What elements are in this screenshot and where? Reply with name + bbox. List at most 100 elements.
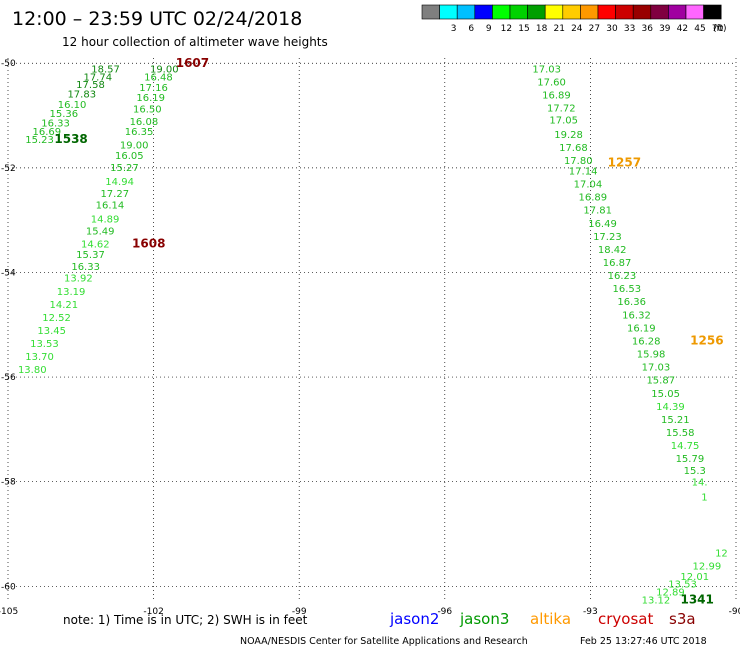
pass-time-label: 1538 bbox=[54, 132, 87, 146]
swh-value-label: 15.05 bbox=[651, 389, 680, 400]
swh-value-label: 15.21 bbox=[661, 415, 690, 426]
colorbar-tick-label: 45 bbox=[694, 24, 705, 34]
swh-value-label: 14.94 bbox=[105, 177, 134, 188]
colorbar-bin bbox=[544, 4, 564, 20]
swh-value-label: 15.98 bbox=[637, 350, 666, 361]
colorbar-bin bbox=[703, 4, 722, 20]
swh-value-label: 14.21 bbox=[49, 300, 78, 311]
swh-value-label: 17.80 bbox=[564, 156, 593, 167]
swh-value-label: 17.27 bbox=[100, 189, 129, 200]
axis-tick-labels: -105 -102 -99 -96 -93 -90 -50 -52 -54 -56 -58 -60 bbox=[0, 59, 740, 617]
colorbar-bin bbox=[421, 4, 440, 20]
swh-value-label: 16.23 bbox=[608, 271, 637, 282]
colorbar-tick-label: 42 bbox=[677, 24, 688, 34]
swh-observations: 18.5717.7417.5817.8316.1015.3616.3316.69… bbox=[18, 64, 728, 606]
swh-value-label: 16.32 bbox=[622, 310, 651, 321]
colorbar-bin bbox=[492, 4, 511, 20]
legend-altika: altika bbox=[530, 610, 571, 628]
swh-value-label: 17.72 bbox=[547, 104, 576, 115]
swh-value-label: 14.75 bbox=[671, 441, 700, 452]
swh-value-label: 15.37 bbox=[76, 250, 105, 261]
swh-value-label: 19.00 bbox=[150, 64, 179, 75]
colorbar-bin bbox=[509, 4, 528, 20]
swh-value-label: 13.92 bbox=[64, 274, 93, 285]
colorbar-tick-label: 70 bbox=[712, 24, 724, 34]
swh-value-label: 12.52 bbox=[42, 313, 71, 324]
swh-value-label: 17.60 bbox=[537, 78, 566, 89]
colorbar-unit-label: (ft) bbox=[713, 24, 727, 34]
swh-value-label: 18.42 bbox=[598, 245, 627, 256]
y-tick-label: -52 bbox=[1, 164, 16, 174]
swh-value-label: 17.68 bbox=[559, 143, 588, 154]
swh-value-label: 14.62 bbox=[81, 240, 110, 251]
pass-time-label: 1257 bbox=[608, 156, 641, 170]
swh-value-label: 14.89 bbox=[91, 215, 120, 226]
colorbar-tick-label: 27 bbox=[589, 24, 600, 34]
colorbar-tick-label: 18 bbox=[536, 24, 548, 34]
swh-value-label: 17.03 bbox=[532, 64, 561, 75]
pass-time-label: 1608 bbox=[132, 237, 165, 251]
swh-value-label: 15.3 bbox=[684, 466, 706, 477]
swh-value-label: 15.27 bbox=[110, 163, 139, 174]
swh-value-label: 19.28 bbox=[554, 130, 583, 141]
swh-value-label: 15.36 bbox=[49, 109, 78, 120]
swh-value-label: 13.80 bbox=[18, 365, 47, 376]
swh-value-label: 17.83 bbox=[67, 90, 96, 101]
swh-value-label: 1 bbox=[701, 492, 707, 503]
swh-value-label: 16.36 bbox=[617, 297, 646, 308]
colorbar-tick-label: 24 bbox=[571, 24, 583, 34]
x-tick-label: -90 bbox=[729, 607, 740, 617]
swh-value-label: 17.16 bbox=[139, 83, 168, 94]
swh-value-label: 17.04 bbox=[574, 180, 603, 191]
colorbar-tick-label: 3 bbox=[451, 24, 457, 34]
swh-value-label: 13.12 bbox=[642, 595, 671, 606]
swh-value-label: 17.05 bbox=[549, 116, 578, 127]
colorbar-bin bbox=[456, 4, 476, 20]
colorbar-bin bbox=[685, 4, 704, 20]
swh-value-label: 16.33 bbox=[71, 262, 100, 273]
swh-value-label: 19.00 bbox=[120, 140, 149, 151]
colorbar-bin bbox=[615, 4, 634, 20]
swh-value-label: 13.53 bbox=[668, 580, 697, 591]
colorbar-tick-label: 15 bbox=[518, 24, 529, 34]
swh-value-label: 16.05 bbox=[115, 151, 144, 162]
swh-value-label: 16.35 bbox=[125, 127, 154, 138]
swh-value-label: 13.70 bbox=[25, 352, 54, 363]
swh-value-label: 16.10 bbox=[58, 100, 87, 111]
page-title: 12:00 – 23:59 UTC 02/24/2018 bbox=[12, 8, 302, 30]
swh-value-label: 15.79 bbox=[676, 454, 705, 465]
swh-value-label: 17.58 bbox=[76, 80, 105, 91]
swh-value-label: 17.74 bbox=[83, 72, 112, 83]
units-note: note: 1) Time is in UTC; 2) SWH is in fe… bbox=[63, 613, 308, 627]
swh-value-label: 16.33 bbox=[41, 118, 70, 129]
y-tick-label: -56 bbox=[1, 373, 16, 383]
colorbar-bin bbox=[527, 4, 546, 20]
swh-value-label: 13.19 bbox=[57, 287, 86, 298]
colorbar-bin bbox=[580, 4, 599, 20]
legend-jason2: jason2 bbox=[389, 610, 439, 628]
colorbar-bin bbox=[632, 4, 652, 20]
swh-value-label: 16.19 bbox=[627, 323, 656, 334]
swh-value-label: 15.58 bbox=[666, 428, 695, 439]
swh-value-label: 14.39 bbox=[656, 402, 685, 413]
x-tick-label: -105 bbox=[0, 607, 18, 617]
colorbar-bin bbox=[474, 4, 493, 20]
swh-value-label: 12.01 bbox=[680, 572, 709, 583]
colorbar-bin bbox=[668, 4, 687, 20]
swh-value-label: 17.03 bbox=[642, 363, 671, 374]
swh-value-label: 16.53 bbox=[612, 284, 641, 295]
swh-value-label: 15.49 bbox=[86, 227, 115, 238]
x-tick-label: -96 bbox=[437, 607, 452, 617]
y-tick-label: -54 bbox=[1, 268, 16, 278]
pass-time-label: 1341 bbox=[680, 592, 713, 606]
x-tick-label: -93 bbox=[583, 607, 598, 617]
swh-value-label: 13.45 bbox=[37, 326, 66, 337]
swh-value-label: 12 bbox=[715, 548, 728, 559]
colorbar-tick-label: 30 bbox=[606, 24, 618, 34]
page-subtitle: 12 hour collection of altimeter wave hei… bbox=[62, 35, 328, 49]
colorbar-tick-label: 39 bbox=[659, 24, 671, 34]
swh-value-label: 16.89 bbox=[579, 193, 608, 204]
generated-timestamp: Feb 25 13:27:46 UTC 2018 bbox=[580, 636, 707, 647]
swh-value-label: 16.89 bbox=[542, 91, 571, 102]
